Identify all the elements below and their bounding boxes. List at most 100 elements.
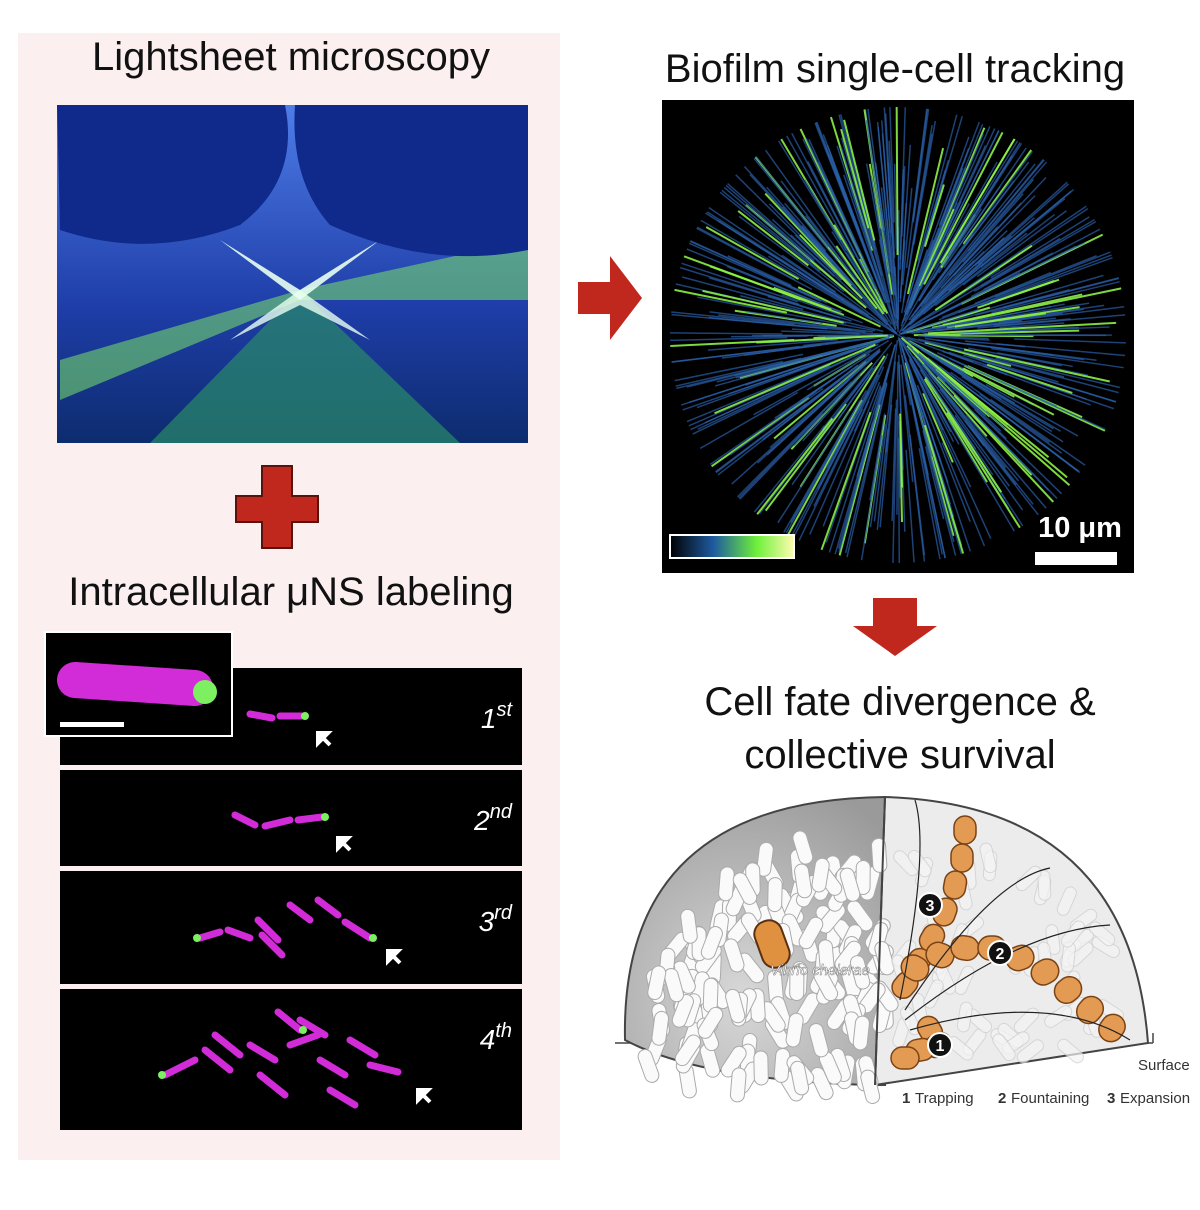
cell <box>808 1023 829 1058</box>
stage-label: Trapping <box>915 1090 974 1107</box>
cell <box>723 938 745 973</box>
cell <box>201 1046 234 1074</box>
cell <box>794 863 813 899</box>
cell-track <box>876 428 889 530</box>
cell-track <box>800 365 853 402</box>
cell-track <box>822 134 861 234</box>
cell-track <box>843 119 876 241</box>
cell-track <box>923 363 967 412</box>
cell-track <box>714 336 890 387</box>
orange-cell <box>1053 975 1083 1005</box>
cell-track <box>708 316 866 333</box>
cell-track <box>740 295 884 333</box>
frame-background <box>60 989 522 1130</box>
cell-track <box>897 437 901 564</box>
cell-track <box>908 320 971 334</box>
frame-number: 4 <box>480 1024 496 1055</box>
cell-track <box>869 423 887 528</box>
cell-track <box>686 356 845 423</box>
cell-track <box>825 353 889 468</box>
cell-track <box>962 149 1033 245</box>
cell-track <box>941 255 1097 319</box>
cell-track <box>755 156 829 248</box>
cell-track <box>679 266 800 306</box>
cell-track <box>927 167 964 257</box>
cell-track <box>682 363 814 411</box>
cell <box>674 1034 702 1067</box>
orange-cells: 1 2 3 <box>890 799 1131 1070</box>
cell-track <box>908 150 1034 321</box>
cell-track <box>682 276 804 311</box>
cell-track <box>966 386 1081 474</box>
cell-track <box>764 192 853 287</box>
cell <box>979 842 997 874</box>
cell-track <box>958 186 1001 247</box>
cell <box>789 965 805 1001</box>
cell-track <box>709 311 874 333</box>
cell-track <box>745 337 890 386</box>
stage-label: Fountaining <box>1011 1090 1089 1107</box>
cell-track <box>838 368 890 553</box>
cell-track <box>933 203 970 270</box>
cell <box>767 877 783 913</box>
beam <box>230 290 370 340</box>
cell-track <box>686 341 868 388</box>
cell-track <box>999 322 1065 329</box>
cell <box>846 900 874 932</box>
cell-track <box>916 352 1002 432</box>
cell <box>855 859 871 895</box>
cell-track <box>792 391 870 538</box>
cell-track <box>907 336 1065 378</box>
cell-track <box>946 412 1021 529</box>
objective <box>57 105 288 244</box>
cell <box>294 813 326 824</box>
cell <box>839 867 861 902</box>
cell <box>1013 1007 1040 1034</box>
cell-track <box>781 294 863 324</box>
cell <box>258 931 286 959</box>
cell-track <box>894 266 899 329</box>
cell-track <box>962 367 1055 416</box>
cell-track <box>803 334 893 347</box>
cell-track <box>997 352 1073 368</box>
frame-suffix: rd <box>494 902 513 924</box>
cell <box>286 901 314 924</box>
cell-track <box>918 140 1019 302</box>
cell <box>326 1086 359 1109</box>
label-spot <box>193 680 217 704</box>
cell <box>274 1008 304 1034</box>
cell-track <box>916 358 1020 482</box>
cell-track <box>729 387 824 456</box>
cell <box>813 968 839 1002</box>
cell <box>753 1050 769 1086</box>
cell-track <box>777 140 848 252</box>
cell <box>992 1033 1016 1062</box>
cell-track <box>705 212 834 295</box>
cell-track <box>968 354 1059 383</box>
label-spot <box>299 1026 307 1034</box>
cell-track <box>783 400 861 533</box>
cell-track <box>905 108 928 269</box>
cell-track <box>671 311 795 326</box>
cell-track <box>690 365 831 431</box>
biofilm-diagram: 1 2 3 <box>615 795 1154 1104</box>
cell <box>651 1010 670 1046</box>
cell <box>637 1049 660 1083</box>
cell-track <box>939 138 1016 264</box>
cell-track <box>883 107 893 238</box>
cell-track <box>903 249 929 316</box>
cell-track <box>820 411 872 551</box>
cell <box>671 994 694 1028</box>
cell-track <box>832 349 881 390</box>
cell-track <box>910 382 955 543</box>
cell-track <box>920 163 1036 308</box>
cell-track <box>906 348 994 476</box>
cell-track <box>888 140 896 258</box>
cell-track <box>735 174 836 274</box>
cell-track <box>974 271 1052 305</box>
cell-track <box>965 414 1047 509</box>
cell-track <box>903 268 1001 333</box>
cell-track <box>977 314 1126 329</box>
cell <box>725 988 746 1024</box>
cell-track <box>707 339 838 351</box>
